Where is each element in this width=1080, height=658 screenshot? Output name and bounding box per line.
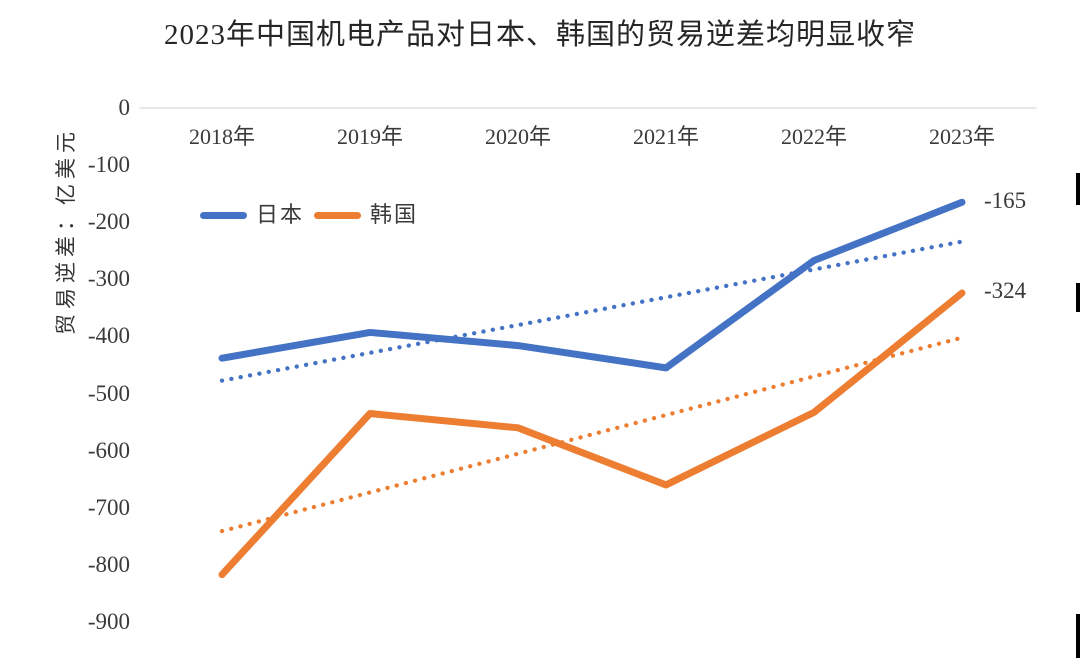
japan-legend-label: 日本 xyxy=(256,202,305,227)
screen-edge-artifact xyxy=(1076,173,1080,205)
korea-legend-swatch xyxy=(314,211,362,219)
y-tick-label: -200 xyxy=(87,209,130,235)
chart-title: 2023年中国机电产品对日本、韩国的贸易逆差均明显收窄 xyxy=(163,19,916,51)
y-tick-label: -700 xyxy=(87,494,130,520)
japan-line xyxy=(218,198,966,372)
japan-trendline xyxy=(219,239,965,383)
y-tick-label: -900 xyxy=(87,609,130,634)
japan-legend-swatch xyxy=(200,211,247,219)
korea-trendline xyxy=(219,335,965,534)
x-category-label: 2019年 xyxy=(336,124,403,149)
y-tick-label: -500 xyxy=(87,380,130,406)
y-tick-label: -100 xyxy=(87,152,130,178)
japan-end-label: -165 xyxy=(984,188,1027,213)
y-tick-label: -600 xyxy=(87,437,130,463)
y-tick-label: 0 xyxy=(118,95,131,120)
x-category-label: 2023年 xyxy=(928,124,995,149)
x-category-label: 2018年 xyxy=(188,124,255,149)
y-tick-label: -300 xyxy=(87,266,130,292)
screen-edge-artifact xyxy=(1076,614,1080,658)
x-category-label: 2020年 xyxy=(484,124,551,149)
screen-edge-artifact xyxy=(1076,283,1080,312)
y-tick-label: -800 xyxy=(87,551,130,577)
x-category-label: 2022年 xyxy=(780,124,847,149)
x-category-label: 2021年 xyxy=(632,124,699,149)
korea-end-label: -324 xyxy=(984,278,1027,303)
korea-legend-label: 韩国 xyxy=(370,202,419,227)
legend: 日本 韩国 xyxy=(200,203,428,227)
y-tick-label: -400 xyxy=(87,323,130,349)
korea-line xyxy=(218,289,966,579)
